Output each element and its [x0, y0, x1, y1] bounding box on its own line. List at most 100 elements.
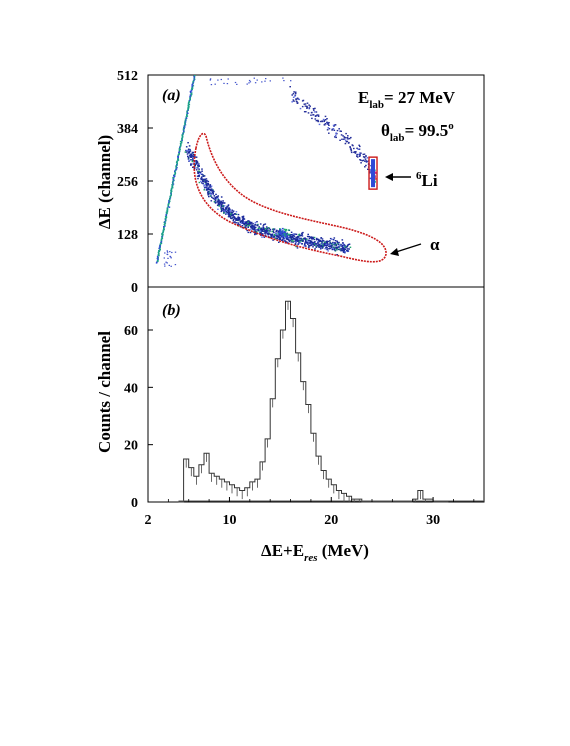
alpha-point	[294, 242, 297, 244]
punch-point	[176, 164, 178, 166]
alpha-point	[207, 184, 209, 186]
alpha-point	[331, 247, 334, 250]
li-point	[317, 120, 319, 123]
alpha-point	[196, 167, 198, 169]
alpha-point	[284, 236, 286, 239]
alpha-point	[232, 218, 235, 221]
alpha-point	[207, 180, 210, 183]
li-point	[306, 107, 308, 109]
punch-point	[190, 92, 193, 94]
alpha-point	[267, 230, 270, 232]
punch-point	[193, 75, 196, 77]
alpha-point	[223, 205, 226, 207]
alpha-point	[275, 230, 277, 232]
alpha-point	[240, 222, 243, 224]
punch-point	[179, 140, 182, 143]
alpha-point	[264, 228, 267, 230]
punch-point	[187, 104, 190, 106]
sparse-point	[166, 251, 169, 253]
alpha-point	[211, 189, 213, 192]
li-point	[292, 96, 295, 98]
alpha-point	[290, 231, 293, 233]
alpha-point	[220, 207, 222, 209]
alpha-point	[306, 235, 309, 238]
alpha-point	[195, 160, 198, 162]
alpha-point	[254, 233, 256, 236]
alpha-point	[301, 235, 304, 237]
alpha-point	[291, 235, 294, 238]
alpha-point	[321, 242, 323, 245]
alpha-point	[225, 213, 227, 215]
alpha-point	[237, 222, 239, 224]
li-point	[347, 138, 349, 140]
alpha-point	[222, 205, 224, 207]
li-point	[363, 160, 366, 162]
punch-point	[164, 223, 166, 225]
alpha-point	[263, 223, 265, 226]
alpha-point	[242, 216, 244, 219]
alpha-point	[232, 217, 234, 219]
li-point	[342, 135, 344, 137]
alpha-point	[308, 237, 311, 240]
panel-a-label: (a)	[162, 87, 181, 104]
punch-point	[156, 260, 159, 262]
alpha-point	[255, 224, 257, 226]
li-point	[338, 128, 340, 130]
punch-point	[165, 214, 167, 216]
alpha-point	[254, 221, 257, 224]
alpha-point	[219, 201, 221, 203]
alpha-point	[214, 196, 216, 199]
alpha-point	[325, 246, 328, 249]
alpha-point	[323, 242, 326, 245]
alpha-point	[255, 233, 258, 235]
punch-point	[177, 156, 179, 159]
alpha-point	[243, 218, 246, 220]
alpha-point	[297, 237, 299, 239]
alpha-point	[331, 244, 333, 246]
alpha-point	[252, 225, 255, 227]
alpha-point	[199, 173, 202, 175]
alpha-point	[220, 196, 223, 198]
alpha-point	[342, 247, 344, 249]
alpha-point	[194, 156, 197, 158]
sparse-point	[209, 78, 212, 80]
alpha-point	[233, 213, 235, 216]
punch-point	[181, 137, 183, 140]
punch-point	[170, 189, 173, 191]
alpha-point	[319, 246, 321, 248]
punch-point	[164, 218, 167, 220]
b-xtick-label: 2	[145, 513, 152, 528]
alpha-point	[281, 239, 283, 242]
alpha-point	[333, 248, 336, 250]
alpha-point	[190, 159, 192, 161]
li-point	[295, 100, 298, 103]
alpha-point	[187, 158, 190, 160]
alpha-point	[272, 236, 274, 239]
alpha-point	[216, 201, 219, 203]
alpha-point	[188, 151, 190, 153]
alpha-point	[308, 239, 310, 241]
alpha-point	[224, 211, 226, 213]
alpha-point	[336, 254, 338, 256]
li-point	[294, 91, 297, 93]
alpha-hot-point	[280, 233, 282, 236]
li-point	[316, 114, 318, 116]
alpha-point	[300, 237, 302, 240]
alpha-point	[198, 168, 200, 170]
alpha-point	[207, 192, 209, 195]
alpha-point	[301, 232, 303, 234]
li-point	[324, 115, 327, 118]
panel-b-y-ticks: 0 20 40 60	[124, 324, 153, 511]
alpha-point	[250, 223, 252, 225]
alpha-point	[276, 237, 278, 240]
li-point	[323, 120, 326, 123]
alpha-point	[275, 232, 277, 234]
alpha-point	[243, 224, 246, 226]
li-point	[308, 107, 310, 110]
alpha-point	[193, 155, 195, 157]
alpha-point	[244, 226, 247, 228]
punch-point	[162, 229, 165, 231]
energy-annotation: Elab= 27 MeV	[358, 88, 456, 111]
alpha-point	[190, 163, 192, 165]
alpha-hot-point	[282, 235, 285, 237]
